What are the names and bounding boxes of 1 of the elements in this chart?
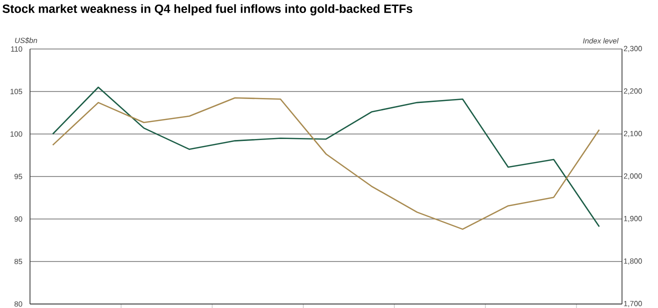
chart-title: Stock market weakness in Q4 helped fuel inflows into gold-backed ETFs [2,4,412,16]
